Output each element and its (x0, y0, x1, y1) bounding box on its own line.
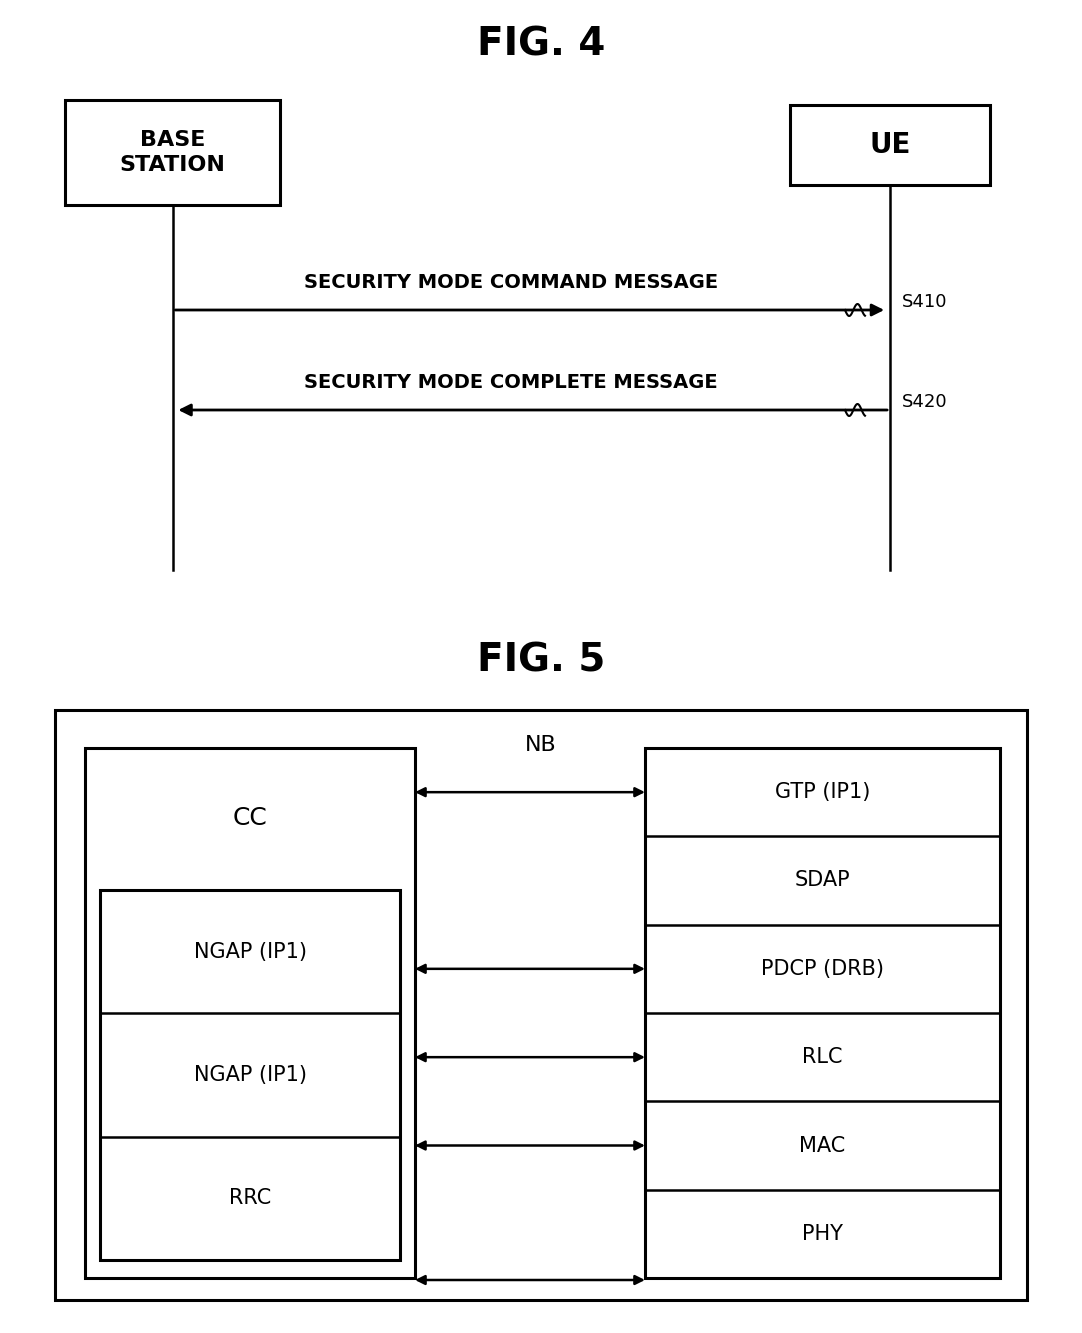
Bar (645, 748, 1000, 1278)
Bar (85, 748, 415, 1278)
Text: GTP (IP1): GTP (IP1) (775, 782, 870, 802)
Text: NGAP (IP1): NGAP (IP1) (194, 941, 306, 961)
Text: NB: NB (525, 734, 557, 754)
Bar (55, 710, 1027, 1300)
Text: BASE
STATION: BASE STATION (120, 131, 225, 175)
Text: RLC: RLC (802, 1048, 843, 1068)
Text: SECURITY MODE COMPLETE MESSAGE: SECURITY MODE COMPLETE MESSAGE (304, 373, 718, 392)
Text: FIG. 5: FIG. 5 (477, 641, 605, 678)
Text: UE: UE (869, 131, 911, 159)
Text: MAC: MAC (800, 1136, 846, 1156)
Text: PDCP (DRB): PDCP (DRB) (761, 958, 884, 978)
Text: NGAP (IP1): NGAP (IP1) (194, 1065, 306, 1085)
Text: S410: S410 (902, 293, 948, 311)
Bar (65, 100, 280, 205)
Text: RRC: RRC (229, 1188, 272, 1208)
Text: SDAP: SDAP (794, 870, 850, 890)
Bar (790, 105, 990, 185)
Text: SECURITY MODE COMMAND MESSAGE: SECURITY MODE COMMAND MESSAGE (304, 273, 718, 292)
Text: FIG. 4: FIG. 4 (477, 27, 605, 64)
Text: S420: S420 (902, 393, 948, 411)
Text: CC: CC (233, 806, 267, 830)
Text: PHY: PHY (802, 1224, 843, 1244)
Bar (100, 890, 400, 1260)
